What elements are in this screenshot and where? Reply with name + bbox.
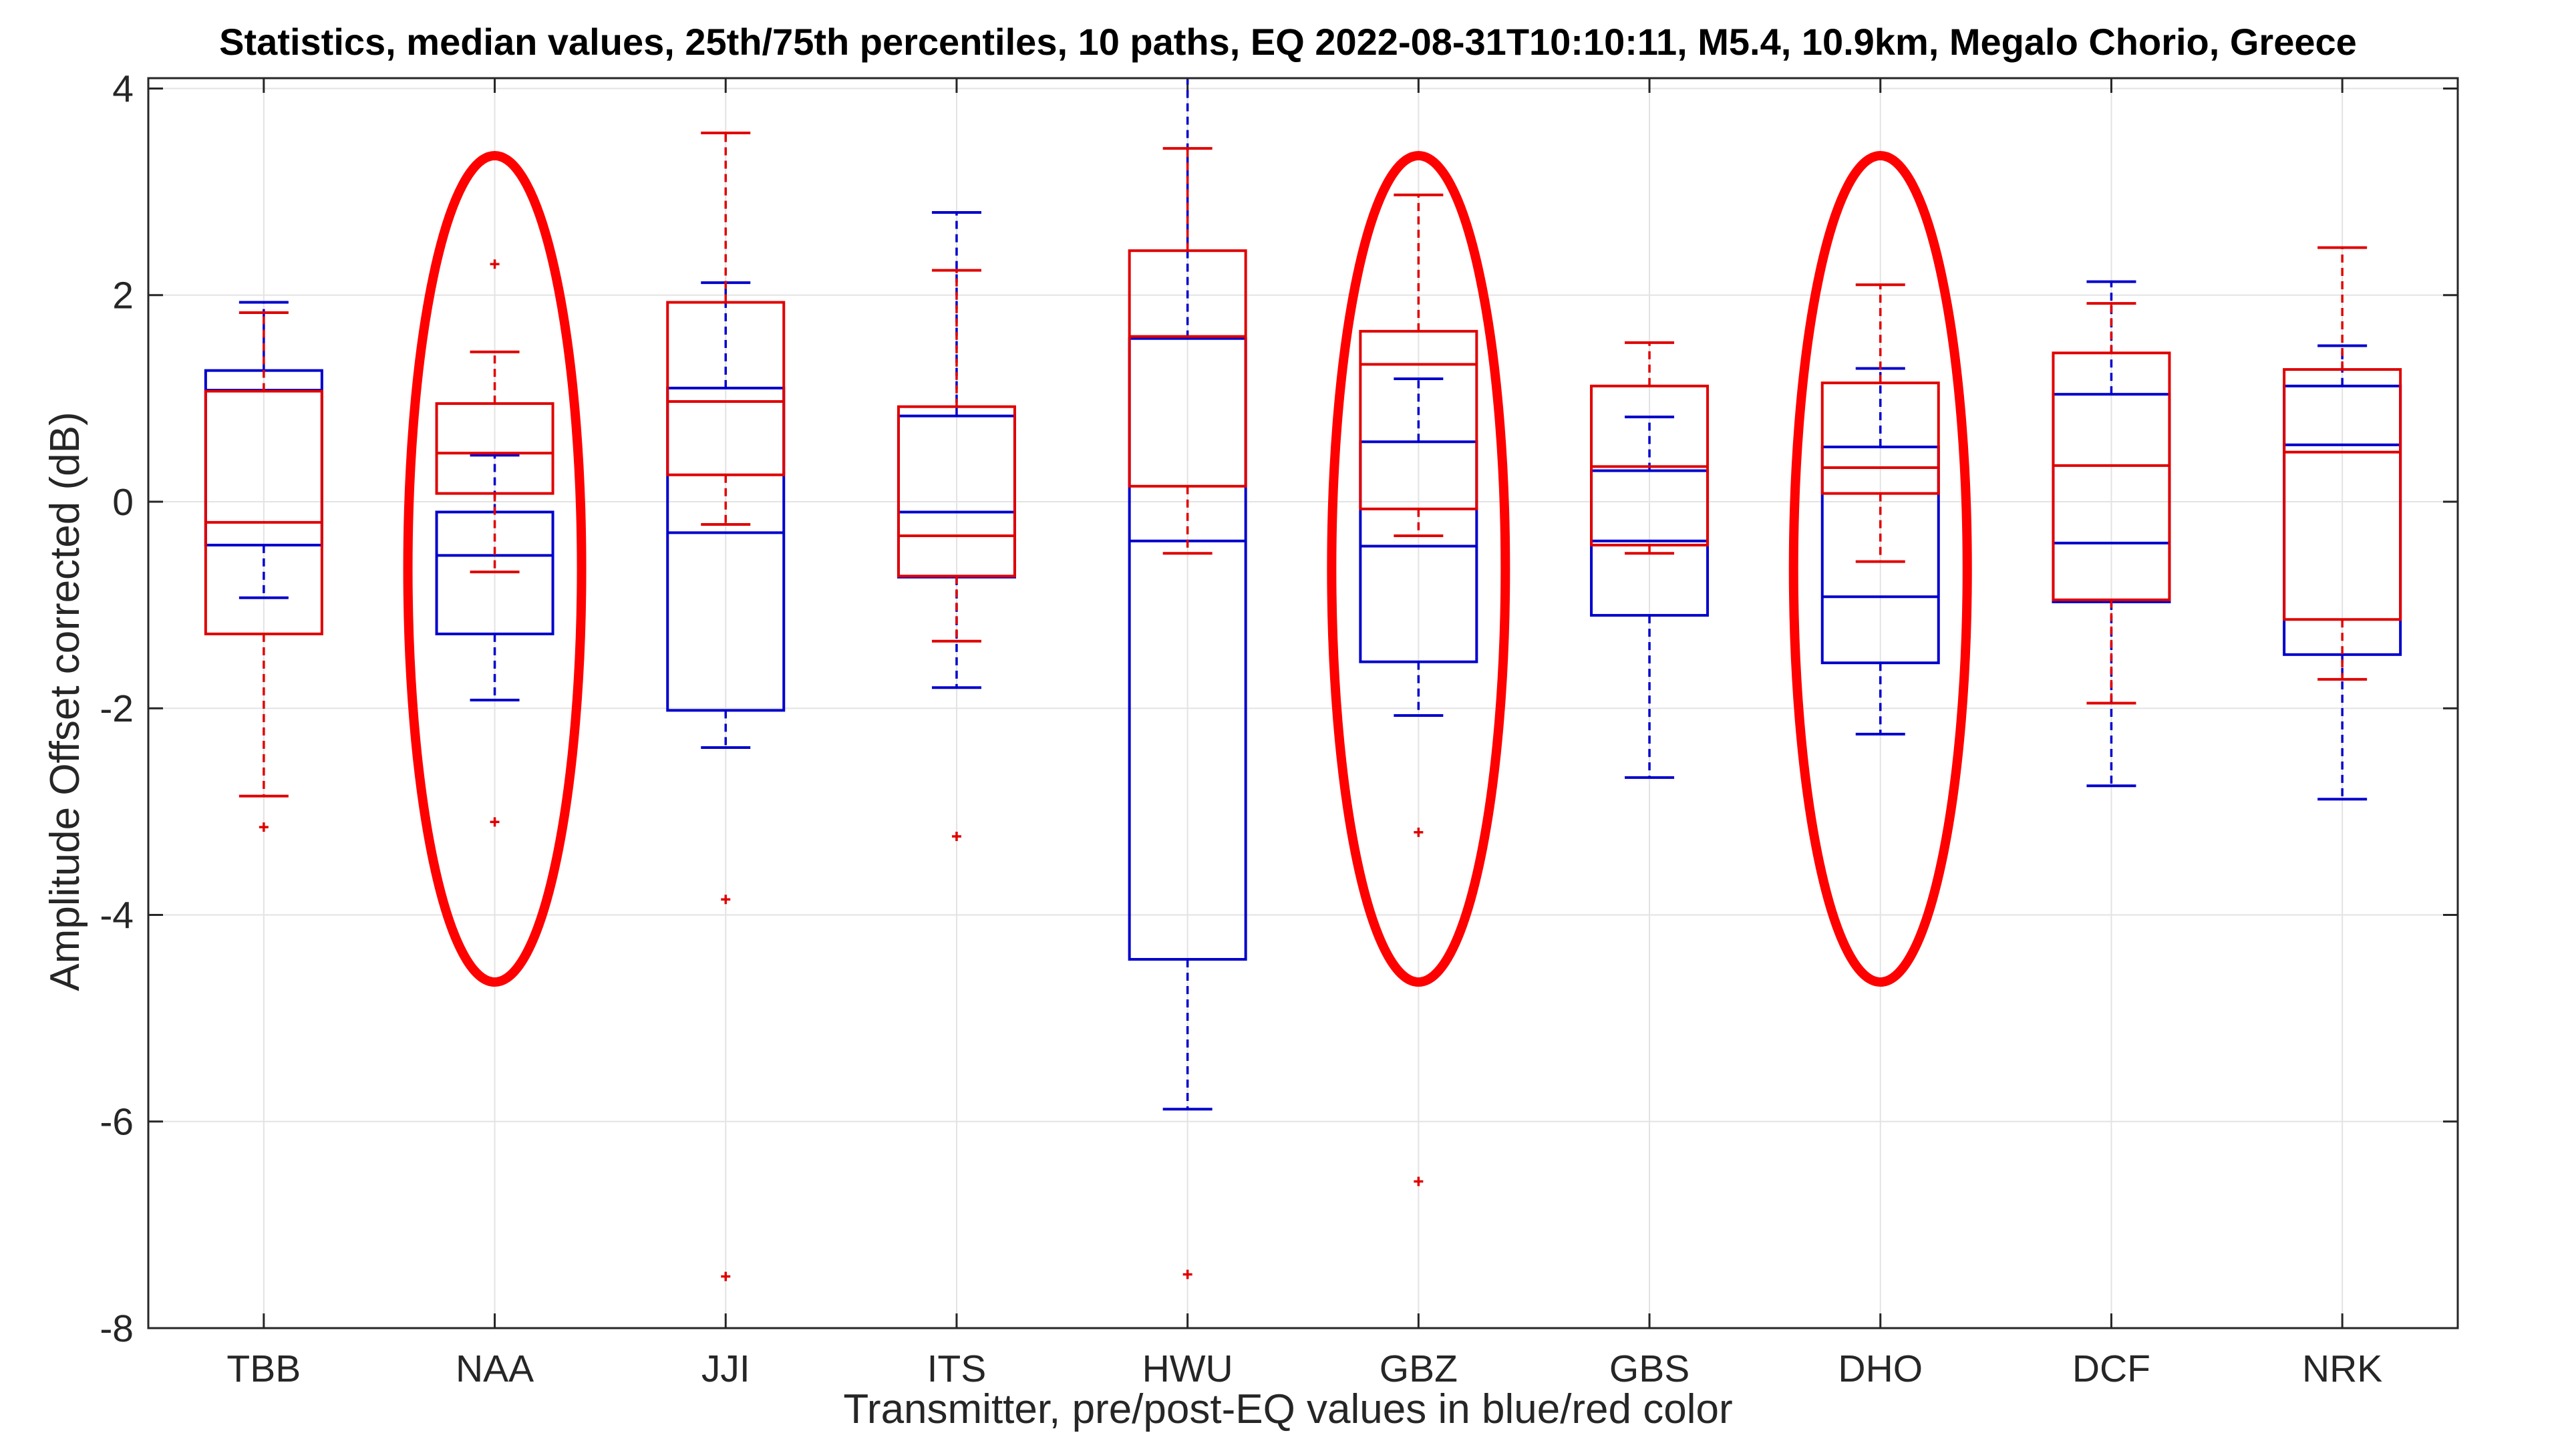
x-axis-label: Transmitter, pre/post-EQ values in blue/…	[843, 1386, 1732, 1432]
highlight-ellipse-naa	[403, 150, 587, 987]
box-iqr	[666, 301, 786, 476]
box-iqr	[1820, 381, 1940, 495]
box-pre-jji	[666, 281, 786, 749]
y-tick-label: -6	[100, 1101, 134, 1144]
box-iqr	[1359, 440, 1478, 663]
box-post-hwu	[1128, 147, 1247, 1279]
axis-ticks: 4 2 0 -2 -4 -6 -8 TBB NAA JJI ITS HWU GBZ GBS DHO DCF NR…	[100, 67, 2458, 1390]
chart-title: Statistics, median values, 25th/75th per…	[219, 21, 2357, 63]
highlight-ellipse-dho	[1788, 150, 1972, 987]
x-tick-label-tbb: TBB	[226, 1347, 301, 1390]
box-post-dcf	[2052, 302, 2171, 705]
box-post-jji	[666, 131, 786, 1281]
box-plots	[204, 79, 2402, 1281]
box-post-naa	[435, 259, 554, 827]
highlight-ellipses	[403, 150, 1972, 987]
box-post-nrk	[2283, 246, 2402, 681]
x-tick-label-jji: JJI	[701, 1347, 750, 1390]
box-iqr	[2052, 351, 2171, 601]
y-axis-label: Amplitude Offset corrected (dB)	[42, 412, 88, 991]
series-post	[204, 131, 2402, 1281]
box-iqr	[666, 386, 786, 712]
x-tick-label-dcf: DCF	[2072, 1347, 2150, 1390]
box-iqr	[2283, 368, 2402, 621]
box-pre-gbz	[1359, 377, 1478, 718]
box-iqr	[1128, 337, 1247, 961]
box-post-gbz	[1359, 193, 1478, 1186]
y-tick-label: -4	[100, 894, 134, 937]
box-post-dho	[1820, 283, 1940, 563]
x-tick-label-its: ITS	[927, 1347, 987, 1390]
x-tick-label-gbs: GBS	[1609, 1347, 1689, 1390]
box-iqr	[435, 402, 554, 495]
x-tick-label-gbz: GBZ	[1380, 1347, 1458, 1390]
y-tick-label: -2	[100, 687, 134, 730]
box-iqr	[1128, 249, 1247, 488]
box-iqr	[204, 389, 323, 635]
box-post-gbs	[1590, 341, 1710, 555]
highlight-ellipse-gbz	[1327, 150, 1510, 987]
box-iqr	[897, 405, 1016, 578]
y-tick-label: -8	[100, 1307, 134, 1350]
x-tick-label-naa: NAA	[456, 1347, 534, 1390]
plot-area-frame	[147, 77, 2459, 1329]
y-tick-label: 2	[112, 275, 134, 317]
x-tick-label-hwu: HWU	[1142, 1347, 1233, 1390]
box-post-its	[897, 269, 1016, 841]
x-tick-label-nrk: NRK	[2302, 1347, 2382, 1390]
box-post-tbb	[204, 311, 323, 832]
y-tick-label: 4	[112, 67, 134, 110]
box-iqr	[1820, 446, 1940, 665]
x-tick-label-dho: DHO	[1838, 1347, 1923, 1390]
box-iqr	[1359, 329, 1478, 510]
y-tick-label: 0	[112, 481, 134, 524]
